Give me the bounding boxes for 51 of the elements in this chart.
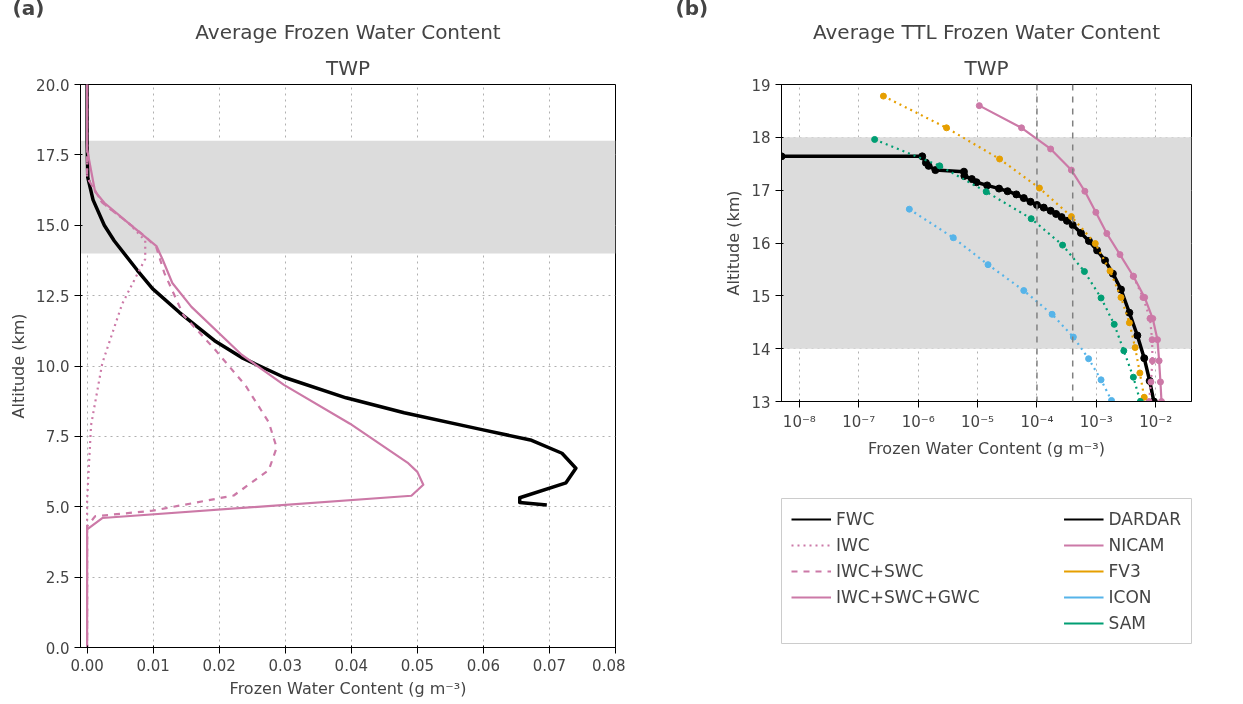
legend-label: FWC <box>836 508 875 530</box>
text: (b) <box>675 0 709 20</box>
y-tick-label: 17.5 <box>36 146 70 165</box>
x-tick-label: 10⁻⁶ <box>901 412 935 431</box>
x-tick-label: 10⁻² <box>1139 412 1173 431</box>
y-tick-label: 10.0 <box>36 358 70 376</box>
y-tick-label: 18 <box>751 129 771 148</box>
legend-label: IWC <box>836 534 870 556</box>
x-tick-label: 0.00 <box>70 656 104 675</box>
y-axis-title: Altitude (km) <box>9 313 29 419</box>
x-tick-label: 0.04 <box>334 656 369 675</box>
legend-label: FV3 <box>1108 560 1141 582</box>
text: (a) <box>12 0 45 20</box>
y-tick-label: 17 <box>751 182 771 201</box>
y-tick-label: 2.5 <box>45 569 70 588</box>
y-tick-label: 20.0 <box>36 76 70 95</box>
y-tick-label: 5.0 <box>45 498 70 517</box>
chart-subtitle: TWP <box>324 55 371 80</box>
x-tick-label: 10⁻⁷ <box>842 412 876 431</box>
x-tick-label: 0.07 <box>532 656 567 675</box>
chart-subtitle: TWP <box>963 55 1009 80</box>
chart-title: Average TTL Frozen Water Content <box>813 19 1161 44</box>
y-tick-label: 7.5 <box>45 428 70 447</box>
y-tick-label: 0.0 <box>45 639 70 658</box>
x-tick-label: 0.02 <box>202 656 236 675</box>
legend-label: DARDAR <box>1108 508 1181 530</box>
legend-label: NICAM <box>1108 534 1165 556</box>
x-tick-label: 10⁻⁵ <box>961 412 995 431</box>
x-tick-label: 10⁻⁴ <box>1020 412 1054 431</box>
legend-label: IWC+SWC <box>836 560 924 582</box>
x-tick-label: 0.06 <box>466 656 501 675</box>
legend-label: ICON <box>1108 586 1152 608</box>
y-tick-label: 12.5 <box>36 287 70 306</box>
chart-title: Average Frozen Water Content <box>195 19 501 44</box>
y-tick-label: 15.0 <box>36 217 70 236</box>
y-tick-label: 16 <box>751 235 771 253</box>
x-tick-label: 0.01 <box>136 656 170 675</box>
x-axis-title: Frozen Water Content (g m⁻³) <box>868 438 1105 458</box>
y-axis-title: Altitude (km) <box>724 190 744 296</box>
x-tick-label: 0.08 <box>592 656 626 675</box>
x-tick-label: 0.05 <box>400 656 435 675</box>
y-tick-label: 15 <box>751 287 771 306</box>
x-tick-label: 10⁻³ <box>1079 412 1113 431</box>
legend-label: SAM <box>1108 612 1146 634</box>
x-tick-label: 10⁻⁸ <box>782 412 816 431</box>
y-tick-label: 19 <box>751 76 771 95</box>
x-tick-label: 0.03 <box>268 656 302 675</box>
x-axis-title: Frozen Water Content (g m⁻³) <box>229 678 467 698</box>
y-tick-label: 13 <box>751 393 771 412</box>
y-tick-label: 14 <box>751 340 771 359</box>
legend-label: IWC+SWC+GWC <box>836 586 980 608</box>
